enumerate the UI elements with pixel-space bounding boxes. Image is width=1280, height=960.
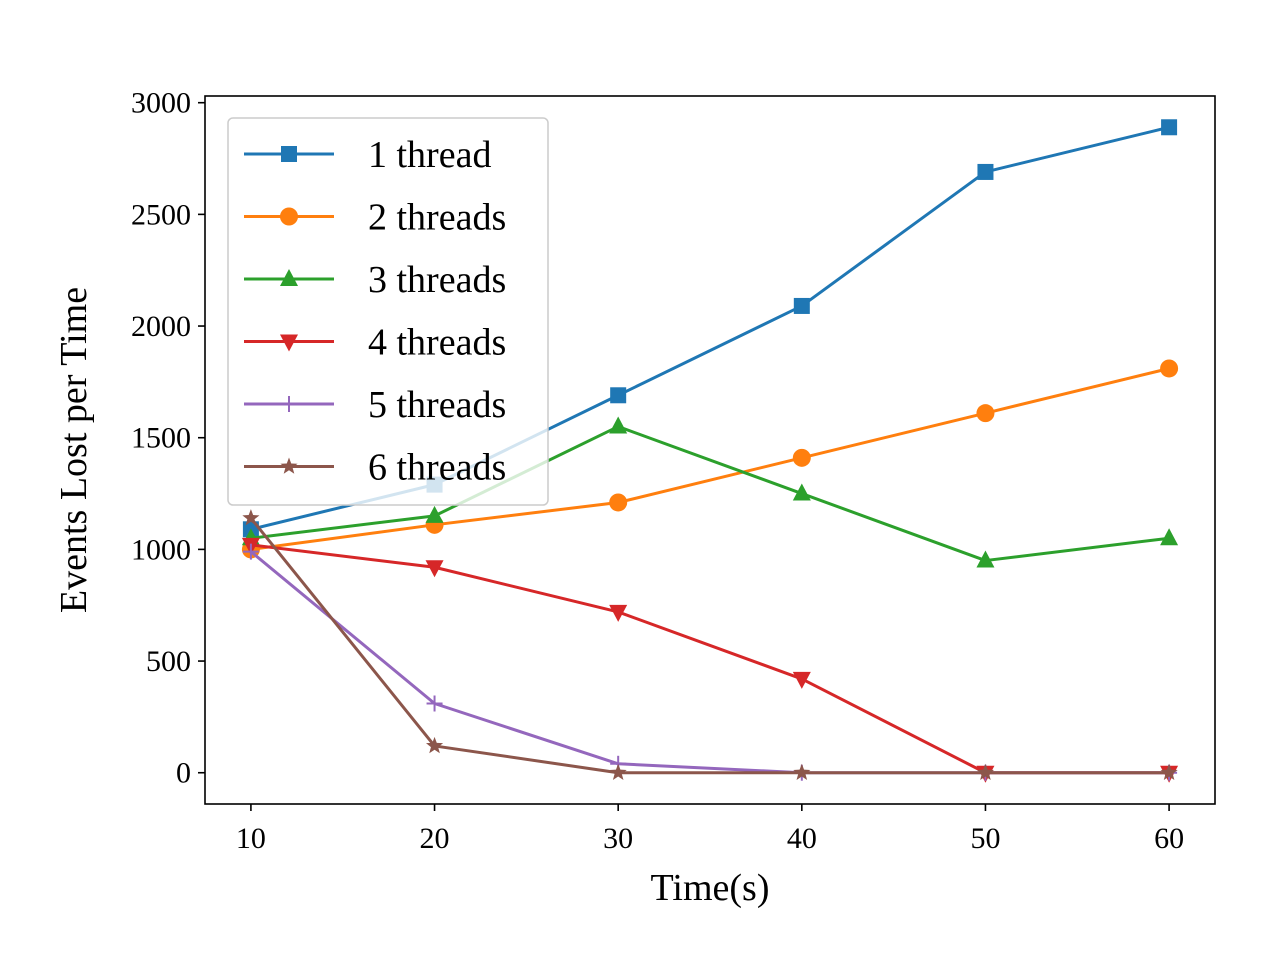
data-point — [425, 736, 444, 754]
series-line — [249, 517, 1170, 775]
x-tick-label: 50 — [970, 822, 1000, 855]
x-axis-label: Time(s) — [651, 867, 770, 909]
data-point — [1161, 119, 1178, 136]
data-point — [976, 404, 995, 423]
legend-marker — [280, 334, 298, 352]
series-line — [250, 367, 1170, 551]
x-tick-label: 10 — [236, 822, 266, 855]
data-point — [242, 509, 260, 526]
legend-label: 5 threads — [368, 384, 506, 426]
legend-marker — [280, 269, 298, 286]
legend-item: 3 threads — [244, 259, 506, 301]
legend-label: 3 threads — [368, 259, 506, 301]
y-tick-label: 500 — [146, 645, 191, 678]
data-point — [426, 695, 443, 712]
data-point — [793, 297, 810, 314]
data-point — [792, 448, 811, 467]
y-tick-label: 1000 — [131, 533, 191, 566]
legend-label: 6 threads — [368, 447, 506, 489]
x-tick-label: 40 — [787, 822, 817, 855]
legend-marker — [281, 146, 297, 162]
y-tick-label: 2500 — [131, 198, 191, 231]
data-point — [609, 763, 627, 781]
legend-item: 2 threads — [244, 197, 506, 239]
series-6 — [242, 509, 1178, 781]
legend-item: 5 threads — [244, 384, 506, 426]
data-point — [793, 763, 811, 781]
x-tick-label: 60 — [1154, 822, 1184, 855]
series-5 — [242, 543, 1178, 781]
data-point — [1160, 528, 1179, 546]
x-tick-label: 20 — [420, 822, 450, 855]
data-point — [976, 763, 995, 781]
legend: 1 thread 2 threads 3 threads 4 threads 5 thr… — [227, 117, 549, 506]
data-point — [977, 163, 994, 180]
y-tick-label: 1500 — [131, 422, 191, 455]
y-tick-label: 2000 — [131, 310, 191, 343]
data-point — [425, 505, 444, 523]
data-point — [609, 604, 628, 622]
data-point — [609, 416, 628, 434]
plot-frame — [204, 95, 1216, 805]
legend-item: 6 threads — [244, 447, 506, 489]
plot-area — [241, 119, 1179, 783]
axes: 10 20 30 40 50 60 0 500 1000 1500 2000 2500 3000 — [131, 87, 1216, 855]
series-line — [249, 550, 1170, 775]
series-3 — [241, 416, 1179, 568]
legend-box — [227, 117, 549, 506]
legend-marker — [281, 396, 297, 412]
series-line — [250, 543, 1170, 775]
data-point — [792, 483, 811, 501]
legend-item: 4 threads — [244, 322, 506, 364]
data-point — [610, 387, 627, 404]
y-axis-label: Events Lost per Time — [53, 287, 95, 613]
y-tick-label: 0 — [176, 757, 191, 790]
y-tick-label: 3000 — [131, 87, 191, 120]
x-tick-label: 30 — [603, 822, 633, 855]
legend-item: 1 thread — [244, 134, 491, 176]
data-point — [1160, 763, 1178, 781]
data-point — [976, 550, 995, 568]
data-point — [1160, 359, 1179, 378]
data-point — [242, 543, 259, 560]
legend-label: 4 threads — [368, 322, 506, 364]
legend-marker — [280, 457, 298, 474]
legend-marker — [280, 207, 298, 226]
data-point — [609, 493, 628, 512]
legend-label: 1 thread — [368, 134, 491, 176]
data-point — [425, 560, 444, 578]
series-line — [250, 425, 1170, 563]
data-point — [792, 671, 811, 689]
legend-label: 2 threads — [368, 197, 506, 239]
